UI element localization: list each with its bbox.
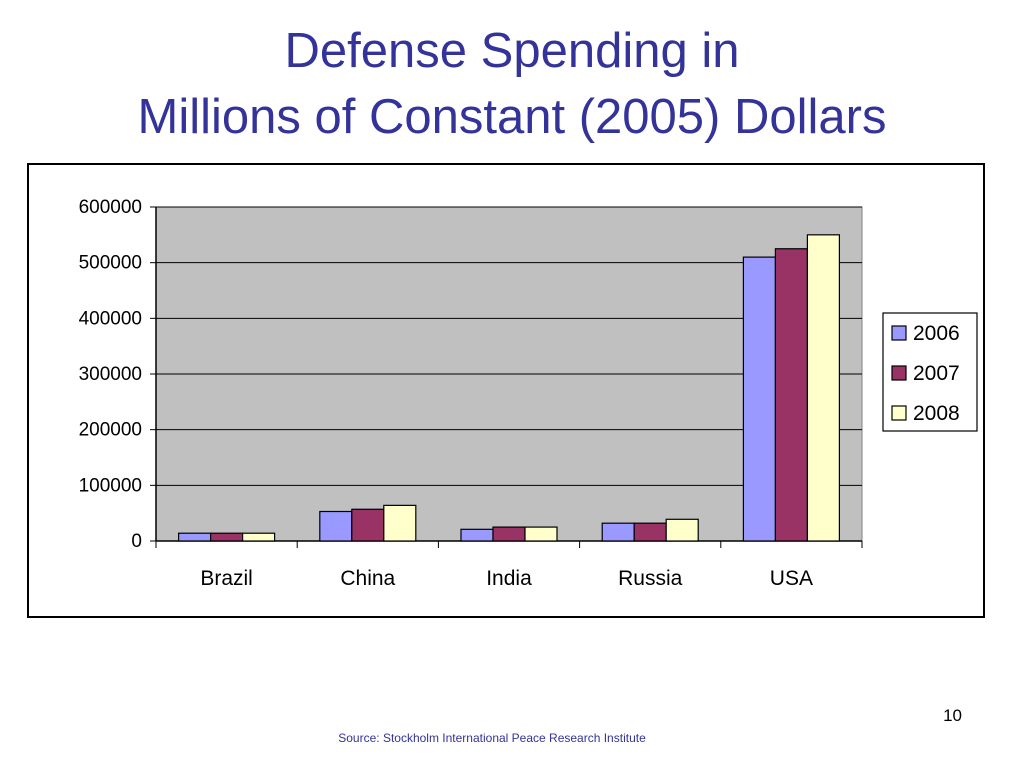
y-tick-label: 0: [131, 531, 142, 552]
bar-brazil-2007: [210, 532, 244, 542]
bar-russia-2008: [665, 518, 699, 542]
x-tick-label: India: [486, 567, 532, 590]
page-number: 10: [943, 706, 962, 725]
bar-india-2008: [524, 526, 558, 542]
y-tick-label: 300000: [79, 364, 142, 385]
bar-usa-2006: [742, 256, 777, 542]
source-note: Source: Stockholm International Peace Re…: [338, 731, 646, 745]
x-tick-label: China: [340, 567, 395, 590]
legend-label-2008: 2008: [913, 402, 960, 425]
bar-brazil-2008: [242, 532, 276, 542]
bar-usa-2008: [806, 234, 841, 542]
slide-title: Defense Spending in Millions of Constant…: [0, 18, 1024, 150]
y-tick-label: 200000: [79, 420, 142, 441]
bar-brazil-2006: [178, 532, 212, 542]
bar-chart: 0 100000 200000 300000 400000 500000 600000 Bra…: [79, 197, 978, 590]
legend-label-2007: 2007: [913, 362, 960, 385]
slide-title-line-1: Defense Spending in: [284, 24, 740, 78]
bar-china-2008: [383, 504, 417, 542]
y-tick-label: 500000: [79, 253, 142, 274]
slide-title-line-2: Millions of Constant (2005) Dollars: [137, 90, 887, 144]
legend-label-2006: 2006: [913, 322, 960, 345]
x-tick-label: Russia: [618, 567, 683, 590]
legend-swatch-2008: [891, 405, 907, 421]
bar-russia-2007: [633, 522, 667, 542]
bar-russia-2006: [601, 522, 635, 542]
y-tick-label: 100000: [79, 475, 142, 496]
y-tick-label: 400000: [79, 308, 142, 329]
legend-swatch-2006: [891, 325, 907, 341]
x-tick-label: USA: [770, 567, 813, 590]
bar-usa-2007: [774, 248, 809, 542]
bar-india-2007: [492, 526, 526, 542]
legend-swatch-2007: [891, 365, 907, 381]
y-tick-label: 600000: [79, 197, 142, 218]
bar-china-2006: [319, 510, 353, 542]
chart-frame: 0 100000 200000 300000 400000 500000 600000 Bra…: [27, 163, 985, 618]
bar-china-2007: [351, 508, 385, 542]
bar-india-2006: [460, 528, 494, 542]
x-tick-label: Brazil: [200, 567, 253, 590]
